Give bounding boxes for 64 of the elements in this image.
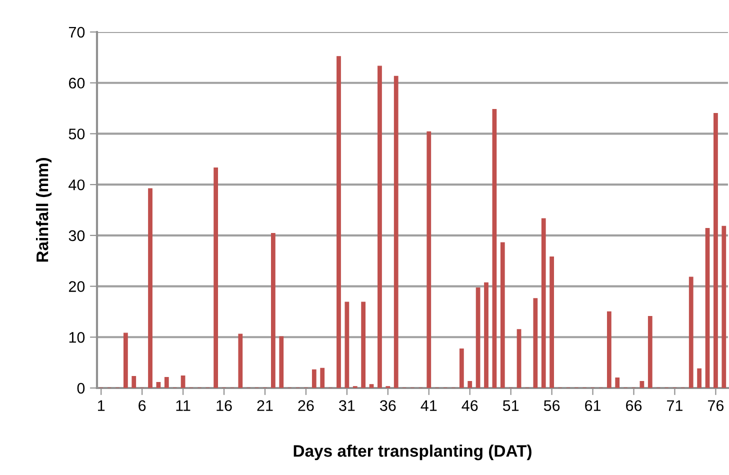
bar [336, 56, 341, 388]
x-tick-label: 21 [257, 400, 273, 411]
x-axis-title: Days after transplanting (DAT) [294, 444, 532, 460]
y-tick-label: 50 [68, 128, 85, 140]
bar [484, 282, 488, 388]
x-tick-label: 76 [708, 400, 724, 412]
x-tick-label: 61 [585, 400, 601, 412]
bar [541, 218, 546, 388]
bar [270, 233, 276, 388]
bar [214, 167, 218, 388]
x-tick-label: 26 [298, 400, 314, 412]
bar [468, 381, 472, 388]
bar [279, 336, 284, 388]
bar [156, 382, 161, 388]
x-tick-label: 31 [339, 400, 355, 412]
bar [180, 375, 186, 388]
x-tick-label: 6 [138, 400, 146, 412]
bar [500, 242, 505, 388]
x-tick-label: 56 [544, 400, 560, 412]
y-tick-label: 40 [68, 179, 85, 190]
y-tick-label: 20 [68, 281, 85, 292]
bar [550, 256, 554, 388]
bar [697, 368, 702, 388]
x-tick-label: 16 [216, 400, 232, 412]
bar [615, 377, 620, 388]
y-tick-label: 30 [68, 230, 85, 242]
bar [123, 332, 128, 388]
bar [132, 376, 136, 388]
bar [648, 316, 652, 388]
bar [688, 276, 694, 388]
bar [459, 348, 464, 388]
bar [361, 302, 366, 388]
bar [492, 108, 497, 388]
x-tick-label: 51 [502, 400, 519, 412]
bar [426, 131, 432, 388]
bar [722, 226, 726, 388]
x-tick-label: 36 [380, 400, 396, 412]
y-axis-title: Rainfall (mm) [36, 158, 52, 262]
bar [533, 298, 538, 388]
x-tick-label: 71 [667, 400, 682, 411]
bar [148, 188, 152, 388]
x-tick-label: 66 [626, 400, 642, 412]
x-tick-label: 41 [420, 400, 437, 411]
y-tick-label: 60 [68, 78, 85, 89]
bar [640, 381, 644, 388]
y-tick-label: 10 [69, 332, 85, 343]
bar [705, 228, 710, 388]
x-tick-label: 1 [98, 400, 105, 411]
bar [312, 369, 316, 388]
x-tick-label: 46 [462, 400, 478, 412]
bar [369, 384, 374, 388]
bar [378, 66, 382, 388]
bar [238, 334, 243, 388]
bar [476, 287, 480, 388]
bar [344, 302, 350, 388]
bar [394, 76, 398, 388]
y-tick-label: 0 [77, 382, 85, 394]
y-tick-label: 70 [68, 26, 85, 38]
bar [516, 329, 522, 388]
bar [714, 113, 718, 388]
bar [320, 368, 325, 388]
bar [164, 376, 169, 388]
bar [606, 311, 612, 388]
x-tick-label: 11 [176, 400, 190, 411]
